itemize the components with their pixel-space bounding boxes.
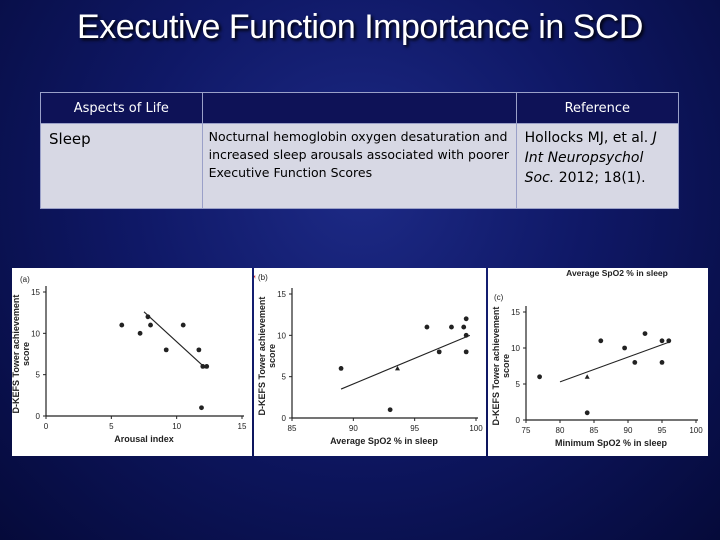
data-point [463,316,469,322]
data-point [338,366,344,371]
x-tick-label: 75 [522,426,531,435]
data-point [666,338,672,344]
scatter-chart-c: 75 80 85 90 95 100 0 5 10 15 Minimum SpO2 % in sle… [491,268,703,448]
cell-aspect: Sleep [40,123,203,209]
y-tick-label: 0 [36,412,41,421]
x-tick-label: 85 [288,424,297,433]
data-point [424,324,430,330]
data-point [537,374,542,380]
y-tick-label: 0 [516,416,521,425]
chart-panel-b: 85 90 95 100 0 5 10 15 Average SpO2 % in sleep D-… [246,268,486,456]
scatter-chart-b: 85 90 95 100 0 5 10 15 Average SpO2 % in sleep D-… [246,271,483,446]
y-axis-label: D-KEFS Tower achievementscore [257,297,277,416]
x-tick-label: 85 [590,426,599,435]
y-tick-label: 15 [511,308,520,317]
data-point [204,364,210,369]
x-tick-label: 5 [109,422,114,431]
data-point [137,330,143,336]
x-axis-label: Minimum SpO2 % in sleep [555,438,668,448]
data-point [632,360,638,365]
x-tick-label: 100 [469,424,483,433]
data-point [163,347,169,353]
x-axis-label: Average SpO2 % in sleep [330,436,438,446]
data-point [584,410,590,416]
fit-line [340,334,471,390]
x-tick-label: 95 [410,424,419,433]
cell-reference: Hollocks MJ, et al. J Int Neuropsychol S… [515,123,680,209]
data-point [145,314,151,320]
chart-title: Average SpO2 % in sleep [566,268,668,278]
data-point [659,360,665,365]
panel-label: (c) [494,293,504,302]
data-point [199,405,204,411]
data-point [449,324,454,330]
data-point [119,322,125,328]
header-blank [201,92,517,124]
y-tick-label: 15 [31,288,40,297]
data-point [622,345,627,351]
header-aspects: Aspects of Life [40,92,203,124]
data-point [463,332,469,338]
data-point [659,338,665,344]
y-axis-label: D-KEFS Tower achievementscore [491,307,511,426]
y-tick-label: 5 [516,380,521,389]
reference-journal: J Int Neuropsychol Soc. [524,130,657,186]
reference-authors: Hollocks MJ, et al. [524,130,649,146]
chart-panel-c: 75 80 85 90 95 100 0 5 10 15 Minimum SpO2 % in sle… [488,268,708,456]
panel-label: (a) [20,275,30,284]
data-point [598,338,604,344]
data-point [463,349,469,355]
data-point [196,347,202,353]
mean-marker [584,374,590,379]
scatter-chart-a: 0 5 10 15 0 5 10 15 Arousal index D-KEFS Tower ac… [11,275,247,444]
y-tick-label: 10 [277,331,286,340]
reference-issue: 2012; 18(1). [558,170,646,186]
fit-line [559,341,669,383]
cell-description: Nocturnal hemoglobin oxygen desaturation… [201,123,517,209]
x-axis-label: Arousal index [114,434,174,444]
mean-marker [394,365,400,371]
x-tick-label: 0 [44,422,49,431]
y-tick-label: 5 [282,373,287,382]
data-point [461,324,467,330]
y-tick-label: 10 [511,344,520,353]
fit-line [143,311,206,369]
x-tick-label: 90 [349,424,358,433]
data-point [642,331,648,336]
x-tick-label: 90 [624,426,633,435]
x-tick-label: 95 [658,426,667,435]
reference-table: Aspects of Life Reference Sleep Nocturna… [40,92,680,209]
x-tick-label: 80 [556,426,565,435]
data-point [180,322,186,328]
y-axis-label: D-KEFS Tower achievementscore [12,295,31,414]
x-tick-label: 15 [238,422,247,431]
y-tick-label: 5 [36,371,41,380]
panel-label: (b) [258,273,268,282]
male-symbol: ♂ [254,271,258,288]
data-point [200,364,206,369]
slide-title: Executive Function Importance in SCD [77,8,643,46]
header-reference: Reference [515,92,680,124]
y-tick-label: 10 [31,329,40,338]
x-tick-label: 10 [172,422,181,431]
data-point [436,349,442,355]
x-tick-label: 100 [689,426,703,435]
y-tick-label: 15 [277,290,286,299]
y-tick-label: 0 [282,414,287,423]
chart-panel-a: 0 5 10 15 0 5 10 15 Arousal index D-KEFS Tower ac… [11,268,252,456]
data-point [148,322,153,328]
data-point [387,407,393,413]
